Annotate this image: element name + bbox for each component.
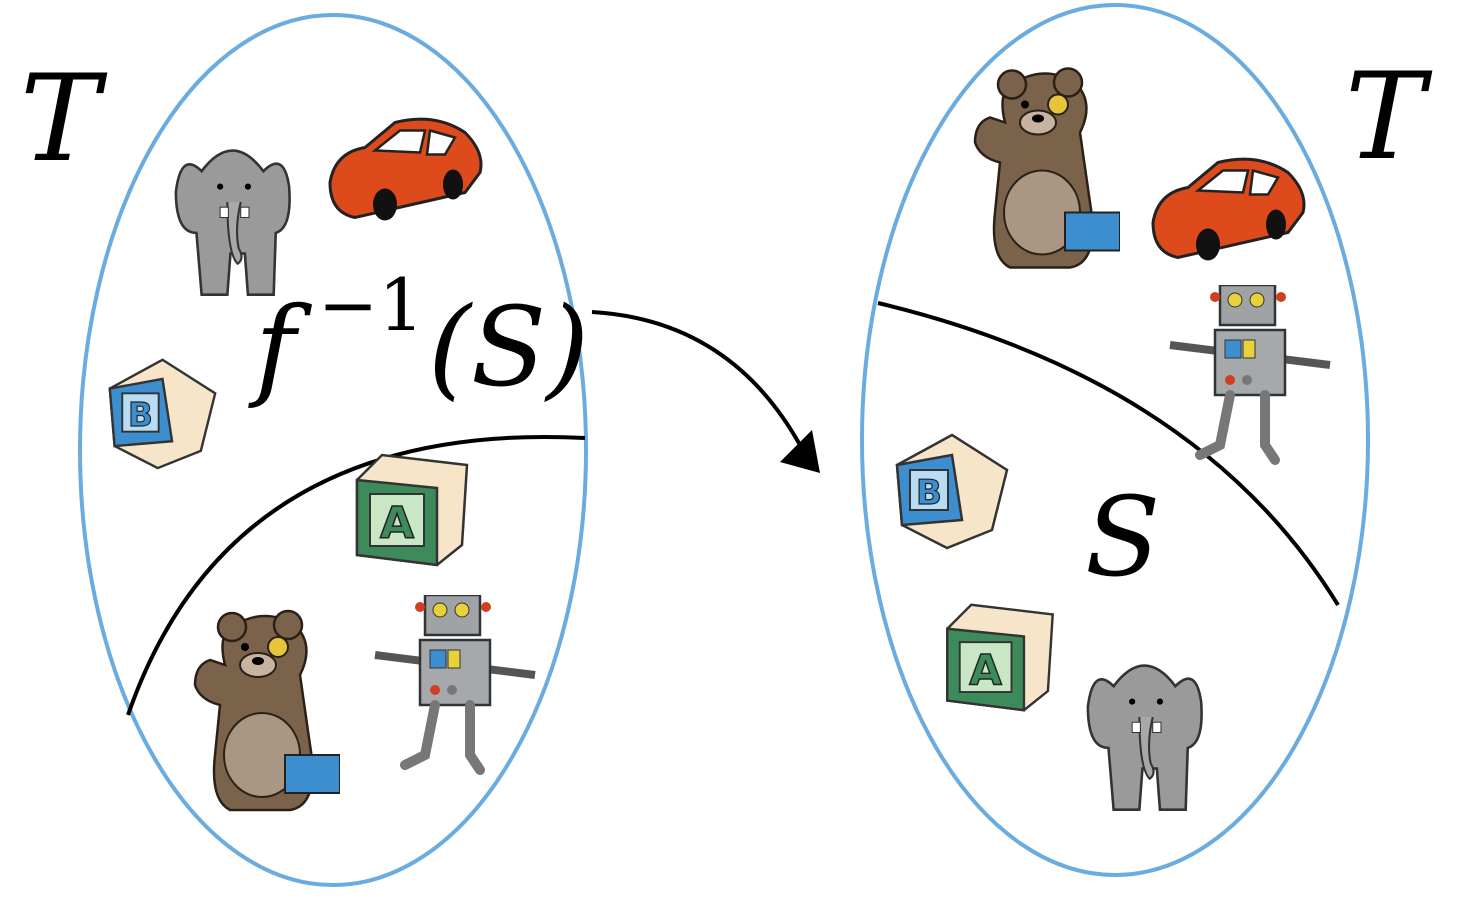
preimage-argument: (S)	[428, 283, 589, 411]
right-set-label: T	[1345, 48, 1433, 187]
subset-label: S	[1085, 473, 1160, 601]
block-b	[108, 358, 217, 470]
right-set-boundary	[860, 3, 1370, 877]
teddy-bear	[973, 67, 1120, 269]
elephant	[174, 149, 291, 297]
preimage-exponent: −1	[318, 263, 424, 347]
left-set-boundary	[78, 13, 588, 887]
preimage-boundary	[126, 435, 586, 716]
robot	[1170, 285, 1330, 460]
preimage-base: f	[248, 283, 312, 411]
robot	[375, 595, 535, 770]
block-b	[895, 433, 1009, 550]
block-a	[946, 603, 1054, 712]
subset-boundary	[877, 301, 1340, 607]
car	[328, 117, 483, 223]
arrow-head	[780, 430, 820, 473]
teddy-bear	[193, 609, 340, 812]
block-a	[355, 453, 469, 567]
elephant	[1086, 664, 1203, 812]
left-set-label: T	[20, 50, 108, 189]
car	[1151, 157, 1306, 263]
map-arrow	[591, 310, 802, 446]
